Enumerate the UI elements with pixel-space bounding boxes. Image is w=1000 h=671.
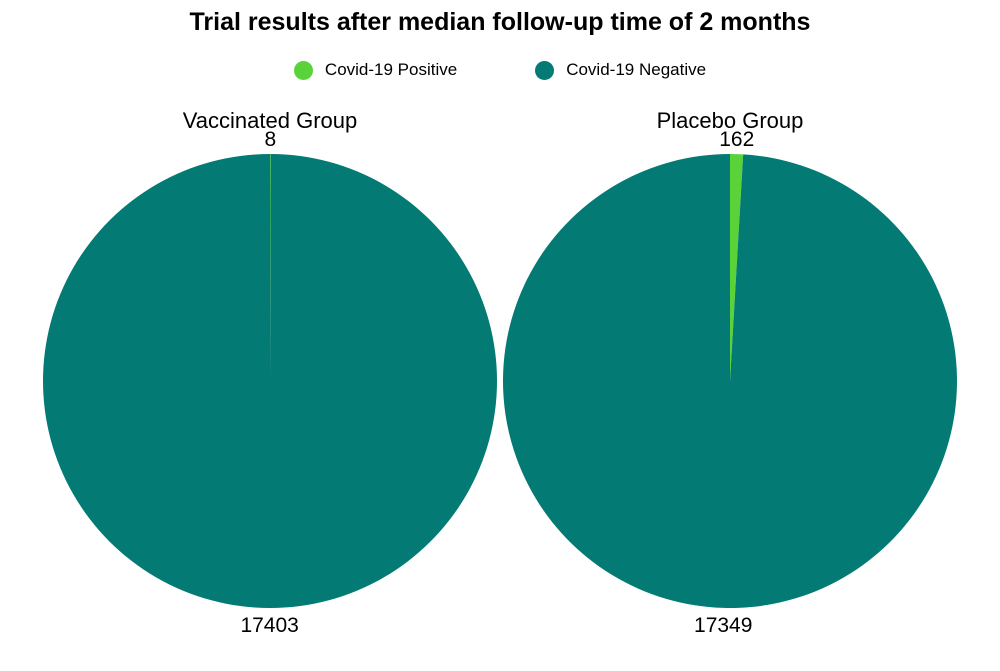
legend-item-positive[interactable]: Covid-19 Positive	[293, 60, 458, 80]
slice-label-covid-19-positive: 162	[719, 128, 754, 151]
slice-label-covid-19-negative: 17403	[240, 614, 298, 637]
slice-label-covid-19-positive: 8	[264, 128, 276, 151]
legend-swatch-negative	[535, 60, 555, 80]
legend-swatch-positive	[293, 60, 313, 80]
chart-title: Trial results after median follow-up tim…	[189, 8, 811, 36]
pie-slice-covid-19-positive[interactable]	[730, 154, 744, 381]
pie-slice-covid-19-negative[interactable]	[42, 154, 497, 608]
pie-slice-covid-19-positive[interactable]	[270, 154, 271, 381]
pie-title-1: Placebo Group	[657, 108, 804, 133]
pie-slice-covid-19-negative[interactable]	[502, 154, 957, 608]
pie-title-0: Vaccinated Group	[183, 108, 357, 133]
slice-label-covid-19-negative: 17349	[694, 614, 752, 637]
legend-label-negative: Covid-19 Negative	[566, 60, 707, 79]
legend-label-positive: Covid-19 Positive	[324, 60, 458, 79]
legend: Covid-19 Positive Covid-19 Negative	[0, 60, 1000, 80]
legend-item-negative[interactable]: Covid-19 Negative	[535, 60, 706, 80]
